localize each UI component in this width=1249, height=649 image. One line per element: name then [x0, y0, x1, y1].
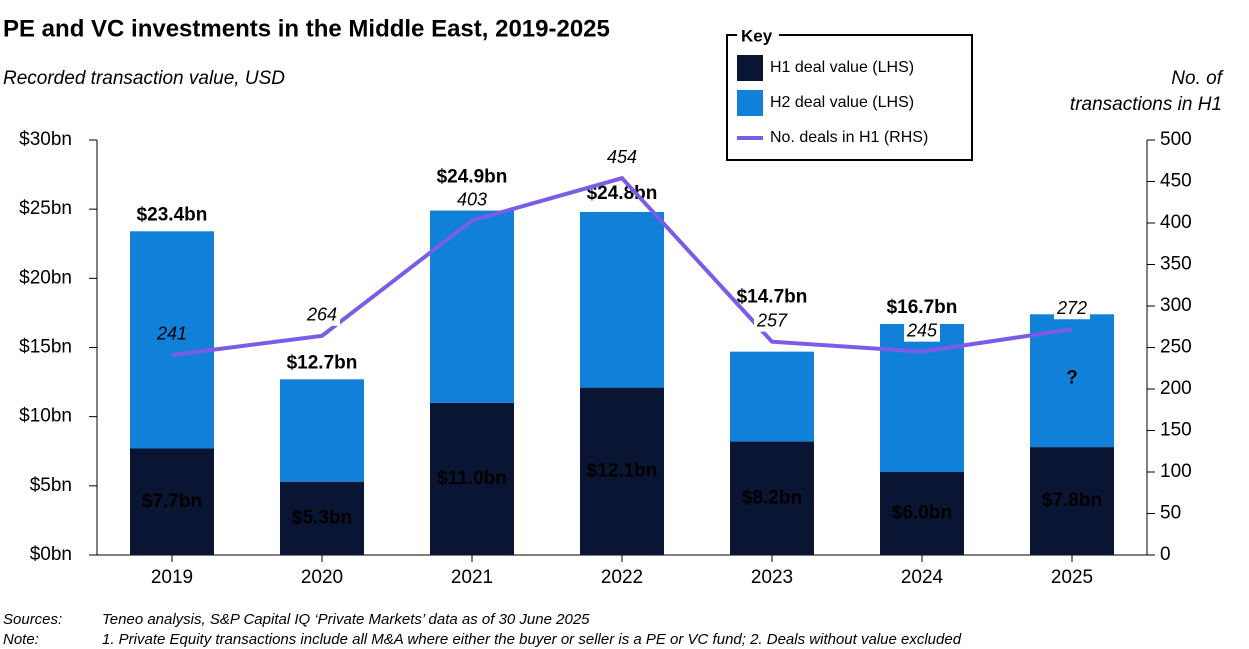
y2-tick-label: 250 — [1160, 337, 1192, 358]
line-value-label: 454 — [607, 147, 637, 167]
label-bg — [904, 321, 940, 342]
legend-label: No. deals in H1 (RHS) — [770, 129, 928, 146]
chart-subtitle: Recorded transaction value, USD — [3, 68, 285, 89]
bar-segment — [580, 387, 664, 555]
bar-segment — [730, 351, 814, 442]
line-series — [171, 175, 1073, 357]
y2-tick-label: 300 — [1160, 295, 1192, 316]
bar-segment — [280, 379, 364, 482]
total-label: $16.7bn — [887, 297, 958, 318]
label-bg — [304, 305, 340, 326]
total-label: $23.4bn — [137, 204, 208, 225]
y2-tick-label: 400 — [1160, 212, 1192, 233]
x-tick-label: 2019 — [151, 567, 193, 588]
bar-segment — [1030, 314, 1114, 448]
bar-value-label: $7.7bn — [142, 491, 202, 512]
line-value-label: 403 — [457, 189, 487, 209]
x-tick-label: 2020 — [301, 567, 343, 588]
y-tick-label: $25bn — [19, 198, 72, 219]
y-tick-label: $0bn — [30, 544, 72, 565]
bar-segment — [430, 210, 514, 403]
y2-tick-label: 500 — [1160, 129, 1192, 150]
y2-tick-label: 450 — [1160, 171, 1192, 192]
bar-segment — [880, 472, 964, 555]
bar-value-label: $12.1bn — [587, 460, 658, 481]
y2-tick-label: 350 — [1160, 254, 1192, 275]
x-tick-label: 2023 — [751, 567, 793, 588]
label-bg — [754, 311, 790, 332]
y2-tick-label: 0 — [1160, 544, 1171, 565]
legend-label: H1 deal value (LHS) — [770, 59, 914, 76]
bar-segment — [730, 441, 814, 555]
y-tick-label: $15bn — [19, 337, 72, 358]
y2-tick-label: 200 — [1160, 378, 1192, 399]
y-tick-label: $5bn — [30, 475, 72, 496]
bar-segment — [1030, 447, 1114, 555]
bar-value-label: $5.3bn — [292, 507, 352, 528]
y2-tick-label: 150 — [1160, 420, 1192, 441]
x-tick-label: 2025 — [1051, 567, 1093, 588]
bar-value-label: $11.0bn — [437, 468, 507, 489]
y2-axis-label: No. of — [1171, 68, 1223, 89]
label-bg — [604, 148, 640, 169]
line-value-label: 264 — [306, 305, 337, 325]
y2-axis-label: transactions in H1 — [1070, 94, 1222, 115]
y-tick-label: $20bn — [19, 267, 72, 288]
total-label: $14.7bn — [737, 287, 808, 308]
bar-segment — [580, 211, 664, 388]
x-tick-label: 2021 — [451, 567, 493, 588]
legend-swatch — [737, 55, 763, 81]
y2-tick-label: 100 — [1160, 461, 1192, 482]
footer-label: Sources: — [3, 611, 62, 628]
y-tick-label: $30bn — [19, 129, 72, 150]
footer-label: Note: — [3, 631, 39, 648]
bar-segment — [280, 481, 364, 555]
bar-segment — [430, 402, 514, 555]
bar-segment — [130, 448, 214, 555]
footer-text: Teneo analysis, S&P Capital IQ ‘Private … — [102, 611, 590, 628]
legend-title: Key — [741, 26, 773, 45]
total-label: $24.9bn — [437, 167, 508, 188]
legend-box — [726, 34, 973, 161]
bar-value-label: $8.2bn — [742, 487, 802, 508]
line-value-label: 241 — [156, 324, 187, 344]
x-tick-label: 2022 — [601, 567, 643, 588]
chart-title: PE and VC investments in the Middle East… — [3, 15, 610, 42]
bar-value-label: $7.8bn — [1042, 490, 1102, 511]
label-bg — [1054, 299, 1090, 320]
y-tick-label: $10bn — [19, 406, 72, 427]
line-value-label: 257 — [756, 310, 788, 330]
x-tick-label: 2024 — [901, 567, 944, 588]
y2-tick-label: 50 — [1160, 503, 1181, 524]
line-value-label: 272 — [1056, 298, 1087, 318]
legend-title-bg — [737, 28, 779, 44]
label-bg — [454, 190, 490, 211]
bar-value-label: ? — [1066, 368, 1078, 389]
footer-text: 1. Private Equity transactions include a… — [102, 631, 962, 648]
line-value-label: 245 — [906, 320, 938, 340]
bar-segment — [130, 231, 214, 449]
legend-label: H2 deal value (LHS) — [770, 94, 914, 111]
bar-value-label: $6.0bn — [892, 503, 952, 524]
legend-swatch — [737, 90, 763, 116]
total-label: $12.7bn — [287, 352, 358, 373]
